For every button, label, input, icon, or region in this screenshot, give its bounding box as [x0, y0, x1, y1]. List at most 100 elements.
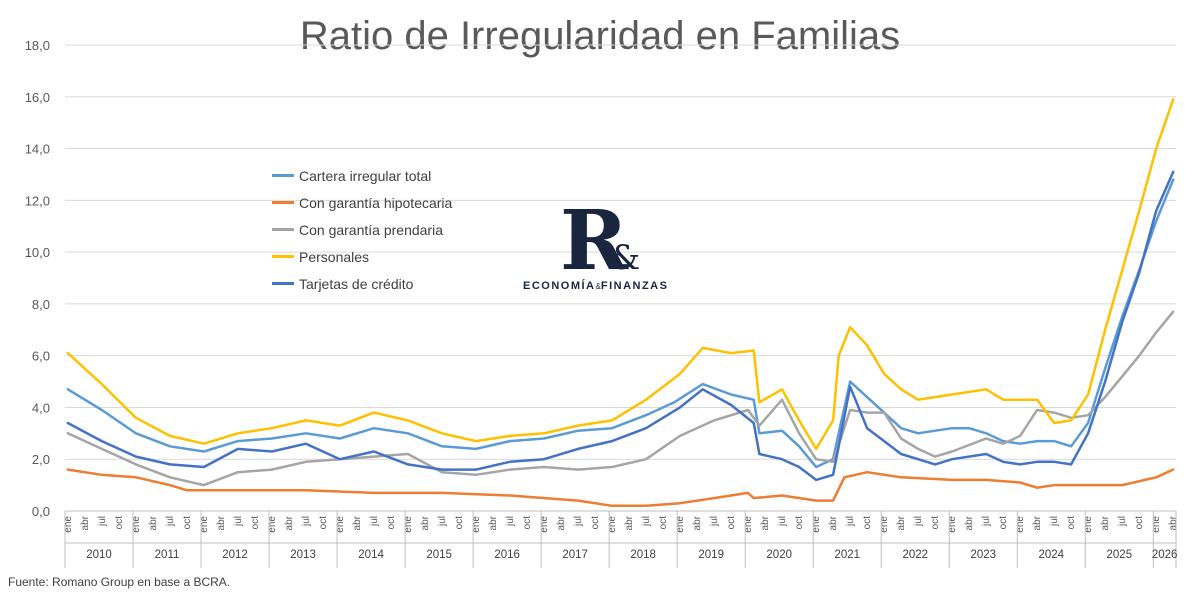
x-month-label: ene — [1083, 516, 1094, 533]
y-tick-label: 0,0 — [32, 504, 50, 519]
x-year-label: 2016 — [494, 549, 520, 561]
x-year-label: 2013 — [290, 549, 316, 561]
x-month-label: ene — [131, 516, 142, 533]
x-month-label: ene — [743, 516, 754, 533]
x-month-label: abr — [216, 515, 227, 530]
x-month-label: abr — [760, 515, 771, 530]
x-month-label: ene — [403, 516, 414, 533]
x-month-label: jul — [777, 516, 788, 527]
x-year-label: 2018 — [630, 549, 656, 561]
x-month-label: jul — [369, 516, 380, 527]
x-year-label: 2015 — [426, 549, 452, 561]
x-month-label: oct — [1134, 516, 1145, 530]
x-year-label: 2010 — [86, 549, 112, 561]
y-tick-label: 8,0 — [32, 297, 50, 312]
x-month-label: abr — [80, 515, 91, 530]
series-line — [66, 178, 1175, 469]
x-month-label: abr — [556, 515, 567, 530]
x-month-label: oct — [522, 516, 533, 530]
y-tick-label: 16,0 — [25, 90, 50, 105]
x-month-label: ene — [607, 516, 618, 533]
x-month-label: jul — [437, 516, 448, 527]
legend-label: Personales — [299, 248, 370, 265]
legend-label: Con garantía prendaria — [299, 221, 443, 238]
x-month-label: jul — [913, 516, 924, 527]
x-month-label: jul — [97, 516, 108, 527]
x-month-label: abr — [1168, 515, 1179, 530]
logo-mark: R — [560, 193, 629, 289]
x-month-label: ene — [471, 516, 482, 533]
x-month-label: abr — [624, 515, 635, 530]
x-month-label: abr — [148, 515, 159, 530]
x-month-label: oct — [998, 516, 1009, 530]
x-year-label: 2017 — [562, 549, 588, 561]
x-month-label: abr — [1032, 515, 1043, 530]
x-month-label: ene — [879, 516, 890, 533]
legend: Cartera irregular total Con garantía hip… — [272, 162, 452, 297]
x-month-label: oct — [726, 516, 737, 530]
legend-item: Tarjetas de crédito — [272, 270, 452, 297]
legend-swatch — [272, 174, 294, 177]
x-year-label: 2020 — [766, 549, 792, 561]
x-month-label: oct — [862, 516, 873, 530]
x-month-label: jul — [1049, 516, 1060, 527]
x-month-label: oct — [182, 516, 193, 530]
legend-label: Con garantía hipotecaria — [299, 194, 453, 211]
x-month-label: abr — [352, 515, 363, 530]
series-line — [66, 98, 1175, 451]
x-month-label: abr — [828, 515, 839, 530]
x-year-label: 2014 — [358, 549, 384, 561]
y-tick-label: 18,0 — [25, 38, 50, 53]
x-month-label: oct — [386, 516, 397, 530]
series-line — [66, 170, 1175, 482]
x-month-label: oct — [658, 516, 669, 530]
legend-item: Con garantía hipotecaria — [272, 189, 452, 216]
y-tick-label: 12,0 — [25, 193, 50, 208]
x-month-label: jul — [505, 516, 516, 527]
x-month-label: oct — [930, 516, 941, 530]
x-month-label: ene — [63, 516, 74, 533]
series-line — [66, 310, 1175, 487]
x-month-label: oct — [318, 516, 329, 530]
x-month-label: ene — [1015, 516, 1026, 533]
x-month-label: jul — [233, 516, 244, 527]
y-tick-label: 14,0 — [25, 142, 50, 157]
x-month-label: abr — [420, 515, 431, 530]
x-month-label: oct — [114, 516, 125, 530]
x-month-label: abr — [692, 515, 703, 530]
x-month-label: oct — [794, 516, 805, 530]
x-month-label: jul — [709, 516, 720, 527]
source-note: Fuente: Romano Group en base a BCRA. — [8, 575, 231, 589]
x-year-label: 2026 — [1152, 549, 1178, 561]
legend-item: Personales — [272, 243, 452, 270]
series-line — [66, 468, 1175, 508]
x-year-label: 2022 — [902, 549, 928, 561]
x-month-label: oct — [250, 516, 261, 530]
legend-swatch — [272, 228, 294, 231]
logo-ampersand: & — [610, 238, 641, 278]
x-month-label: jul — [165, 516, 176, 527]
x-month-label: oct — [590, 516, 601, 530]
x-month-label: jul — [845, 516, 856, 527]
y-tick-label: 4,0 — [32, 400, 50, 415]
logo-text: ECONOMÍA&FINANZAS — [523, 280, 668, 292]
x-month-label: ene — [675, 516, 686, 533]
x-month-label: ene — [199, 516, 210, 533]
x-month-label: jul — [573, 516, 584, 527]
x-month-label: oct — [454, 516, 465, 530]
x-year-label: 2012 — [222, 549, 248, 561]
logo-text-right: FINANZAS — [600, 280, 669, 292]
legend-item: Cartera irregular total — [272, 162, 452, 189]
x-month-label: abr — [1100, 515, 1111, 530]
y-tick-label: 10,0 — [25, 245, 50, 260]
x-year-label: 2011 — [155, 549, 180, 561]
x-year-label: 2023 — [970, 549, 996, 561]
x-month-label: abr — [284, 515, 295, 530]
x-month-label: abr — [488, 515, 499, 530]
legend-label: Cartera irregular total — [299, 167, 432, 184]
x-year-label: 2019 — [698, 549, 724, 561]
y-tick-label: 6,0 — [32, 349, 50, 364]
y-tick-label: 2,0 — [32, 452, 50, 467]
x-month-label: jul — [641, 516, 652, 527]
chart-title: Ratio de Irregularidad en Familias — [299, 14, 901, 58]
